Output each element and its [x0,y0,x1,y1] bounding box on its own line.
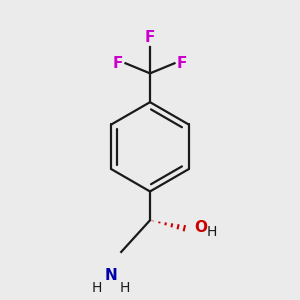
Text: F: F [113,56,123,71]
Text: H: H [206,225,217,239]
Text: O: O [195,220,208,235]
Text: H: H [120,281,130,295]
Text: F: F [177,56,187,71]
Text: N: N [105,268,118,283]
Text: H: H [92,281,103,295]
Text: F: F [145,30,155,45]
